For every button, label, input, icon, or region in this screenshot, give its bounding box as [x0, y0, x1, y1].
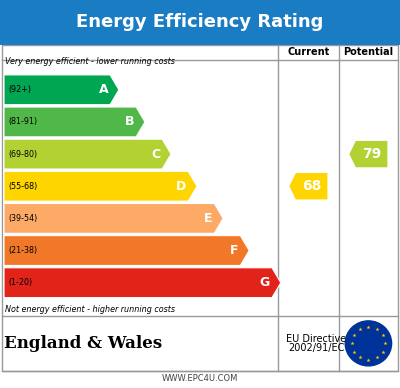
- Text: (55-68): (55-68): [9, 182, 38, 191]
- Polygon shape: [4, 139, 171, 169]
- Text: 79: 79: [362, 147, 381, 161]
- Polygon shape: [4, 268, 281, 298]
- Text: G: G: [260, 276, 270, 289]
- Text: (39-54): (39-54): [9, 214, 38, 223]
- Text: WWW.EPC4U.COM: WWW.EPC4U.COM: [162, 374, 238, 383]
- Text: 68: 68: [302, 179, 321, 193]
- Text: EU Directive: EU Directive: [286, 334, 346, 344]
- Text: E: E: [204, 212, 212, 225]
- Polygon shape: [4, 75, 119, 105]
- Text: C: C: [151, 147, 160, 161]
- Text: A: A: [98, 83, 108, 96]
- Text: Energy Efficiency Rating: Energy Efficiency Rating: [76, 13, 324, 31]
- Text: (1-20): (1-20): [9, 278, 33, 287]
- Text: England & Wales: England & Wales: [4, 335, 162, 352]
- Polygon shape: [4, 171, 197, 201]
- Text: Current: Current: [287, 47, 330, 57]
- Text: Very energy efficient - lower running costs: Very energy efficient - lower running co…: [5, 57, 175, 66]
- Text: D: D: [176, 180, 186, 193]
- Bar: [0, 0, 400, 45]
- Text: (69-80): (69-80): [9, 150, 38, 159]
- Polygon shape: [289, 173, 327, 199]
- Circle shape: [345, 321, 392, 366]
- Polygon shape: [350, 141, 388, 167]
- Text: Not energy efficient - higher running costs: Not energy efficient - higher running co…: [5, 305, 175, 314]
- Text: F: F: [230, 244, 238, 257]
- Text: 2002/91/EC: 2002/91/EC: [288, 343, 344, 353]
- Text: (81-91): (81-91): [9, 118, 38, 126]
- Polygon shape: [4, 107, 145, 137]
- Text: (92+): (92+): [9, 85, 32, 94]
- Text: (21-38): (21-38): [9, 246, 38, 255]
- Text: B: B: [125, 116, 134, 128]
- Polygon shape: [4, 236, 249, 265]
- Bar: [2, 45, 398, 371]
- Polygon shape: [4, 203, 223, 233]
- Text: Potential: Potential: [343, 47, 394, 57]
